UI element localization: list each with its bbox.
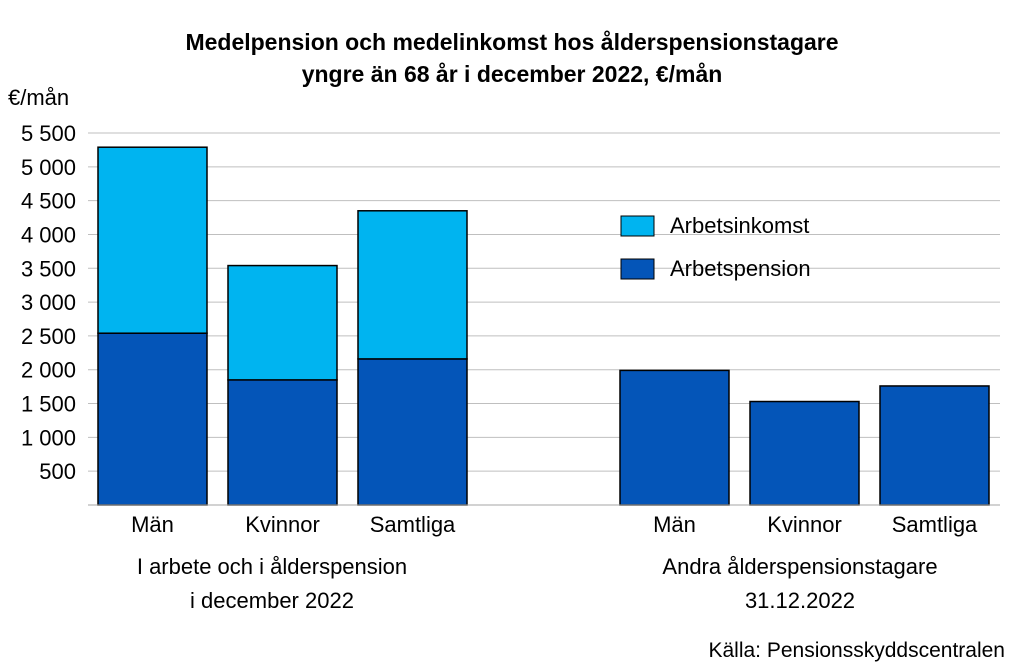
y-axis-ticks: 500 1 000 1 500 2 000 2 500 3 000 3 500 4 000 4 … xyxy=(21,121,76,484)
legend-swatch-arbetspension xyxy=(620,258,655,280)
category-labels: Män Kvinnor Samtliga Män Kvinnor Samtliga xyxy=(131,512,978,537)
y-tick-label: 5 500 xyxy=(21,121,76,146)
legend: Arbetsinkomst Arbetspension xyxy=(620,213,811,281)
y-tick-label: 5 000 xyxy=(21,155,76,180)
chart-title-line1: Medelpension och medelinkomst hos ålders… xyxy=(185,29,838,55)
category-label: Kvinnor xyxy=(245,512,320,537)
y-tick-label: 3 000 xyxy=(21,290,76,315)
y-tick-label: 4 500 xyxy=(21,189,76,214)
bar-arbetspension-0 xyxy=(97,332,208,506)
legend-label-arbetsinkomst: Arbetsinkomst xyxy=(670,213,809,238)
gridlines xyxy=(88,132,1000,472)
bar-arbetspension-3 xyxy=(619,369,730,506)
category-label: Samtliga xyxy=(370,512,456,537)
category-label: Män xyxy=(131,512,174,537)
group-label-1-line2: i december 2022 xyxy=(190,588,354,613)
category-label: Män xyxy=(653,512,696,537)
y-tick-label: 1 500 xyxy=(21,392,76,417)
group-label-2-line1: Andra ålderspensionstagare xyxy=(662,554,937,579)
y-tick-label: 4 000 xyxy=(21,222,76,247)
bar-arbetspension-4 xyxy=(749,400,860,506)
bar-arbetspension-1 xyxy=(227,379,338,506)
y-tick-label: 500 xyxy=(39,459,76,484)
bar-arbetspension-2 xyxy=(357,358,468,506)
bar-arbetspension-5 xyxy=(879,385,990,506)
group-label-1-line1: I arbete och i ålderspension xyxy=(137,554,407,579)
y-tick-label: 2 000 xyxy=(21,358,76,383)
bar-arbetsinkomst-0 xyxy=(97,146,208,334)
legend-swatch-arbetsinkomst xyxy=(620,215,655,237)
bars xyxy=(97,146,990,506)
chart-title-line2: yngre än 68 år i december 2022, €/mån xyxy=(302,61,723,87)
legend-label-arbetspension: Arbetspension xyxy=(670,256,811,281)
y-tick-label: 3 500 xyxy=(21,256,76,281)
y-tick-label: 2 500 xyxy=(21,324,76,349)
group-label-2-line2: 31.12.2022 xyxy=(745,588,855,613)
y-axis-unit-label: €/mån xyxy=(8,85,69,110)
category-label: Kvinnor xyxy=(767,512,842,537)
y-tick-label: 1 000 xyxy=(21,425,76,450)
bar-arbetsinkomst-1 xyxy=(227,264,338,381)
category-label: Samtliga xyxy=(892,512,978,537)
source-note: Källa: Pensionsskyddscentralen xyxy=(708,639,1005,662)
bar-arbetsinkomst-2 xyxy=(357,210,468,360)
